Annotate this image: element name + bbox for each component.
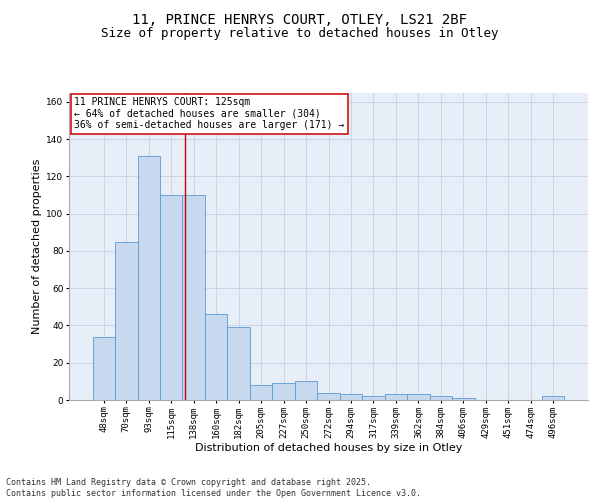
Bar <box>137 156 160 400</box>
Bar <box>385 394 407 400</box>
Bar <box>227 328 250 400</box>
Bar <box>452 398 475 400</box>
Text: 11 PRINCE HENRYS COURT: 125sqm
← 64% of detached houses are smaller (304)
36% of: 11 PRINCE HENRYS COURT: 125sqm ← 64% of … <box>74 97 344 130</box>
Bar <box>205 314 227 400</box>
Bar <box>115 242 137 400</box>
Bar <box>182 195 205 400</box>
Bar <box>160 195 182 400</box>
Bar <box>430 396 452 400</box>
X-axis label: Distribution of detached houses by size in Otley: Distribution of detached houses by size … <box>195 444 462 454</box>
Bar <box>340 394 362 400</box>
Bar <box>92 336 115 400</box>
Bar <box>272 383 295 400</box>
Y-axis label: Number of detached properties: Number of detached properties <box>32 158 42 334</box>
Bar <box>407 394 430 400</box>
Text: Size of property relative to detached houses in Otley: Size of property relative to detached ho… <box>101 28 499 40</box>
Text: Contains HM Land Registry data © Crown copyright and database right 2025.
Contai: Contains HM Land Registry data © Crown c… <box>6 478 421 498</box>
Bar <box>250 385 272 400</box>
Bar <box>362 396 385 400</box>
Text: 11, PRINCE HENRYS COURT, OTLEY, LS21 2BF: 11, PRINCE HENRYS COURT, OTLEY, LS21 2BF <box>133 12 467 26</box>
Bar <box>295 382 317 400</box>
Bar <box>317 392 340 400</box>
Bar <box>542 396 565 400</box>
